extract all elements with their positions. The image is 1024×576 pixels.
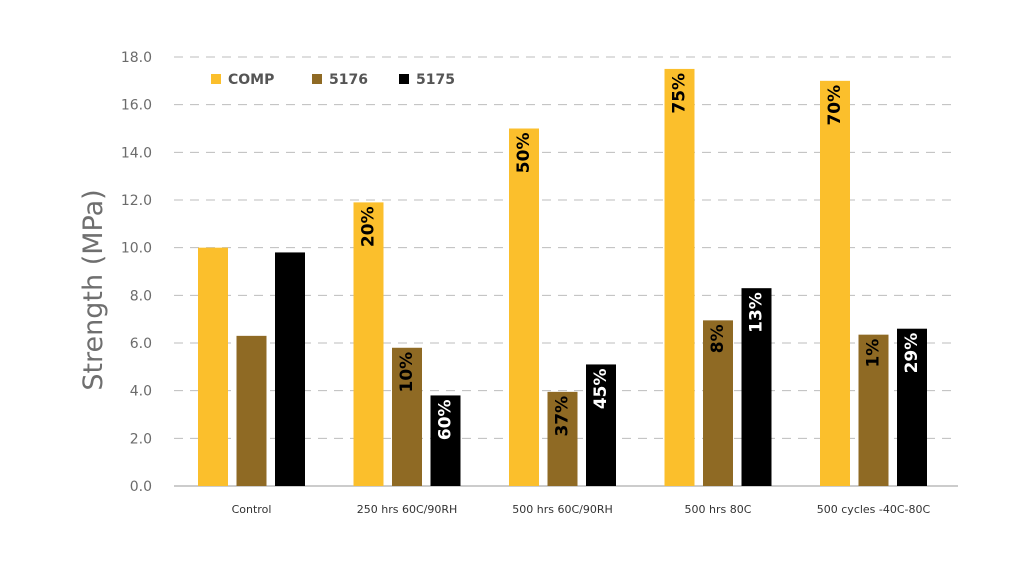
bar-value-label: 20% (359, 206, 379, 247)
bar-value-label: 75% (670, 73, 690, 114)
bar-value-label: 45% (591, 368, 611, 409)
bar-5176-1 (392, 347, 422, 486)
y-tick-label: 16.0 (121, 98, 152, 114)
y-tick-label: 0.0 (130, 479, 152, 495)
category-labels: Control 250 hrs 60C/90RH 500 hrs 60C/90RH 5… (232, 503, 931, 516)
bar-5175-1 (430, 395, 461, 486)
bar-value-label: 70% (825, 85, 845, 126)
bar-value-label: 29% (902, 333, 922, 374)
x-category-label: 500 hrs 80C (685, 503, 752, 516)
y-tick-label: 18.0 (121, 50, 152, 66)
legend-swatch-5176 (312, 74, 322, 84)
y-tick-label: 14.0 (121, 145, 152, 161)
bar-comp-0 (198, 247, 228, 486)
bar-5176-4 (858, 334, 889, 486)
legend-label-comp: COMP (228, 72, 274, 88)
bar-5175-4 (897, 328, 927, 486)
y-tick-label: 6.0 (130, 336, 152, 352)
bar-labels: 20% 10% 60% 50% 37% 45% 75% 8% 13% 70% 1% 29% (359, 73, 923, 440)
bar-comp-2 (509, 128, 539, 486)
y-axis-title: Strength (MPa) (78, 189, 109, 390)
x-category-label: Control (232, 503, 272, 516)
bar-value-label: 37% (553, 396, 573, 437)
bar-5176-0 (236, 335, 267, 486)
bar-value-label: 50% (514, 133, 534, 174)
bar-5175-2 (586, 364, 616, 486)
y-tick-label: 10.0 (121, 241, 152, 257)
bar-comp-3 (664, 68, 695, 487)
bar-value-label: 1% (864, 339, 884, 368)
y-tick-label: 8.0 (130, 288, 152, 304)
y-tick-label: 12.0 (121, 193, 152, 209)
bar-value-label: 8% (708, 324, 728, 353)
legend-swatch-comp (211, 74, 221, 84)
y-axis-ticks: 0.0 2.0 4.0 6.0 8.0 10.0 12.0 14.0 16.0 18.0 (121, 50, 152, 495)
bar-comp-4 (820, 80, 850, 486)
y-tick-label: 2.0 (130, 431, 152, 447)
x-category-label: 500 cycles -40C-80C (817, 503, 931, 516)
bar-5175-3 (741, 288, 772, 486)
x-category-label: 250 hrs 60C/90RH (357, 503, 458, 516)
x-category-label: 500 hrs 60C/90RH (512, 503, 613, 516)
bar-comp-1 (353, 202, 384, 486)
bar-5176-2 (547, 391, 578, 486)
bar-5176-3 (703, 320, 733, 486)
legend-label-5175: 5175 (416, 72, 455, 88)
legend-label-5176: 5176 (329, 72, 368, 88)
y-tick-label: 4.0 (130, 384, 152, 400)
bar-value-label: 60% (436, 399, 456, 440)
legend-swatch-5175 (399, 74, 409, 84)
bar-value-label: 10% (397, 352, 417, 393)
bar-value-label: 13% (747, 292, 767, 333)
bar-5175-0 (275, 252, 305, 486)
bars (198, 68, 927, 487)
legend: COMP 5176 5175 (211, 72, 455, 88)
